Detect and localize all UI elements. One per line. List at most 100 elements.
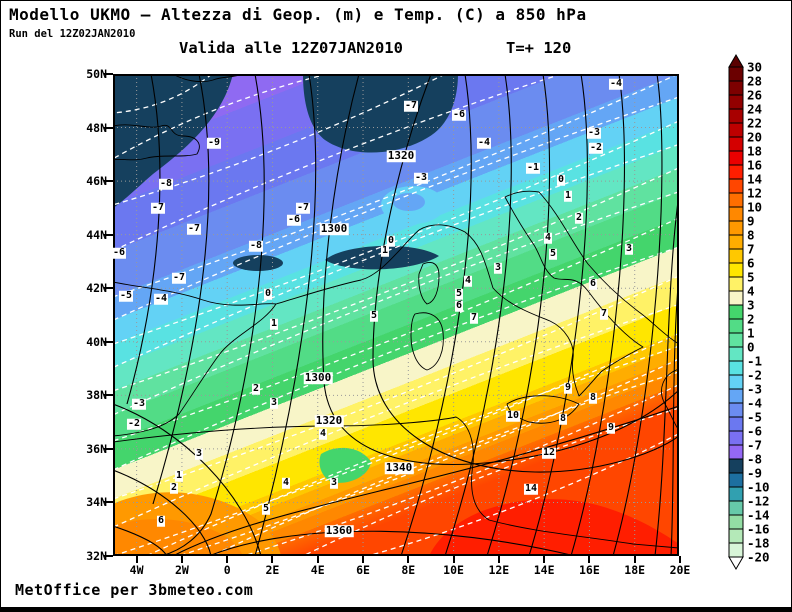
lon-tick-mark xyxy=(452,556,455,563)
temp-contour-label: 12 xyxy=(541,446,557,459)
colorbar-segment xyxy=(728,360,744,376)
colorbar-segment xyxy=(728,402,744,418)
lat-tick-label: 44N xyxy=(86,227,107,242)
temp-contour-label: -2 xyxy=(126,417,142,430)
colorbar-tick-label: 8 xyxy=(747,228,755,243)
temp-contour-label: 2 xyxy=(169,481,179,494)
temp-contour-label: -4 xyxy=(476,136,492,149)
temp-contour-label: 0 xyxy=(556,173,566,186)
lon-tick-label: 14E xyxy=(533,563,555,577)
temp-contour-label: -4 xyxy=(153,292,169,305)
colorbar-tick-label: 3 xyxy=(747,298,755,313)
colorbar-segment xyxy=(728,318,744,334)
temp-contour-label: -7 xyxy=(171,271,187,284)
lat-tick-label: 34N xyxy=(86,495,107,510)
temp-contour-label: 5 xyxy=(548,247,558,260)
colorbar-tick-label: -3 xyxy=(747,382,762,397)
map-frame xyxy=(113,74,679,556)
colorbar-segment xyxy=(728,206,744,222)
temp-contour-label: 5 xyxy=(454,287,464,300)
colorbar-segment xyxy=(728,416,744,432)
temp-contour-label: 6 xyxy=(156,514,166,527)
colorbar-segment xyxy=(728,122,744,138)
lon-tick-label: 8E xyxy=(401,563,416,577)
colorbar-segment xyxy=(728,94,744,110)
temp-contour-label: 6 xyxy=(588,277,598,290)
lat-tick-label: 42N xyxy=(86,281,107,296)
lat-tick-mark xyxy=(104,287,113,290)
lon-tick-mark xyxy=(226,556,229,563)
colorbar-segment xyxy=(728,290,744,306)
colorbar-tick-label: 12 xyxy=(747,186,762,201)
colorbar-segment xyxy=(728,528,744,544)
temp-contour-label: 3 xyxy=(624,242,634,255)
colorbar-segment xyxy=(728,66,744,82)
temp-contour-label: -6 xyxy=(451,108,467,121)
temp-contour-label: -7 xyxy=(186,222,202,235)
lon-tick-label: 4E xyxy=(310,563,325,577)
colorbar-tick-label: -12 xyxy=(747,494,770,509)
colorbar-tick-label: -20 xyxy=(747,550,770,565)
lat-tick-label: 36N xyxy=(86,441,107,456)
colorbar-segment xyxy=(728,178,744,194)
temp-contour-label: 1 xyxy=(563,189,573,202)
temp-contour-label: 2 xyxy=(574,211,584,224)
colorbar-segment xyxy=(728,108,744,124)
lon-tick-mark xyxy=(316,556,319,563)
temp-contour-label: 7 xyxy=(469,311,479,324)
temp-contour-label: -2 xyxy=(588,141,604,154)
temp-contour-label: 5 xyxy=(369,309,379,322)
temp-contour-label: 8 xyxy=(588,391,598,404)
temp-contour-label: -7 xyxy=(403,99,419,112)
colorbar-tick-label: 24 xyxy=(747,102,762,117)
temp-contour-label: 9 xyxy=(563,381,573,394)
temp-contour-label: 3 xyxy=(269,396,279,409)
colorbar-arrow-bottom xyxy=(728,556,744,570)
temp-contour-label: 4 xyxy=(543,231,553,244)
temp-contour-label: 2 xyxy=(251,382,261,395)
colorbar-tick-label: -7 xyxy=(747,438,762,453)
lon-tick-mark xyxy=(497,556,500,563)
height-contour-label: 1340 xyxy=(384,461,414,475)
colorbar-segment xyxy=(728,514,744,530)
colorbar-tick-label: 0 xyxy=(747,340,755,355)
lon-tick-mark xyxy=(135,556,138,563)
lon-tick-label: 0 xyxy=(223,563,231,577)
colorbar-segment xyxy=(728,472,744,488)
temp-contour-label: -3 xyxy=(413,171,429,184)
lon-tick-label: 2E xyxy=(265,563,280,577)
height-contour-label: 1300 xyxy=(319,222,349,236)
temp-contour-label: 7 xyxy=(599,307,609,320)
temp-contour-label: 10 xyxy=(505,409,521,422)
temp-contour-label: -6 xyxy=(111,246,127,259)
colorbar-arrow-top xyxy=(728,54,744,68)
temp-contour-label: -4 xyxy=(608,77,624,90)
lon-tick-label: 6E xyxy=(356,563,370,577)
lon-tick-mark xyxy=(588,556,591,563)
colorbar-segment xyxy=(728,332,744,348)
colorbar-tick-label: -1 xyxy=(747,354,762,369)
colorbar-tick-label: -18 xyxy=(747,536,770,551)
lon-tick-label: 4W xyxy=(129,563,144,577)
colorbar-tick-label: 10 xyxy=(747,200,762,215)
temp-contour-label: -9 xyxy=(206,136,222,149)
temp-contour-label: -8 xyxy=(248,239,264,252)
colorbar-segment xyxy=(728,374,744,390)
temp-contour-label: 8 xyxy=(558,412,568,425)
lon-tick-label: 18E xyxy=(624,563,646,577)
temp-contour-label: 4 xyxy=(463,274,473,287)
lat-tick-label: 38N xyxy=(86,388,107,403)
temp-contour-label: 5 xyxy=(261,502,271,515)
temp-contour-label: 3 xyxy=(329,476,339,489)
height-contour-label: 1320 xyxy=(386,149,416,163)
temp-contour-label: 6 xyxy=(454,299,464,312)
lon-tick-mark xyxy=(180,556,183,563)
lat-tick-mark xyxy=(104,554,113,557)
lat-tick-label: 46N xyxy=(86,174,107,189)
lat-tick-mark xyxy=(104,394,113,397)
temp-contour-label: -6 xyxy=(286,213,302,226)
temp-contour-label: -1 xyxy=(525,161,541,174)
temperature-colorbar: 30282624222018161412109876543210-1-2-3-4… xyxy=(728,54,770,570)
lon-tick-mark xyxy=(633,556,636,563)
